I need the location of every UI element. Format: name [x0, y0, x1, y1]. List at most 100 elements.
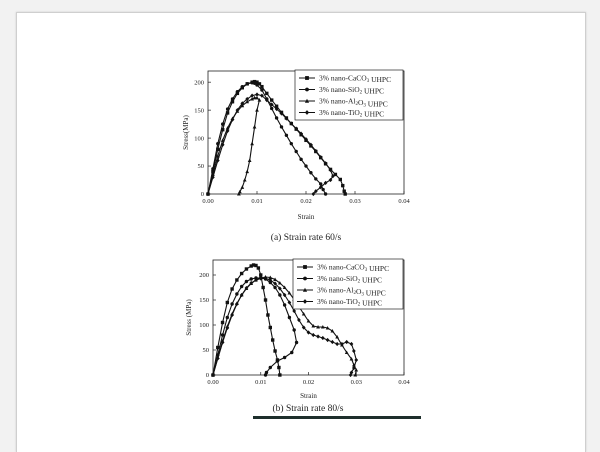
data-point: [206, 191, 210, 197]
data-point: [323, 161, 328, 166]
y-tick-label: 200: [194, 79, 204, 86]
data-point: [263, 298, 268, 302]
data-point: [277, 286, 282, 291]
data-point: [239, 292, 244, 298]
y-tick-label: 0: [201, 191, 204, 198]
x-tick-label: 0.00: [207, 379, 218, 386]
legend-marker: [303, 276, 307, 281]
data-point: [333, 172, 338, 177]
y-tick-label: 0: [206, 372, 209, 379]
data-point: [260, 88, 264, 92]
legend-label: 3% nano-CaCO3 UHPC: [319, 74, 391, 85]
data-point: [268, 275, 273, 280]
data-point: [306, 330, 311, 335]
data-point: [351, 365, 356, 371]
series-diamond: [211, 276, 359, 378]
data-point: [278, 373, 282, 377]
data-point: [242, 177, 247, 182]
data-point: [255, 80, 259, 84]
figure-caption: (b) Strain rate 80/s: [273, 403, 344, 414]
legend-label: 3% nano-TiO2 UHPC: [317, 297, 382, 308]
data-point: [274, 104, 279, 108]
data-point: [323, 192, 328, 196]
data-point: [325, 325, 330, 330]
y-axis-label: Stress (MPa): [185, 299, 193, 336]
data-point: [240, 101, 245, 106]
data-point: [252, 95, 257, 100]
series-diamond: [206, 92, 335, 197]
data-point: [258, 276, 263, 281]
data-point: [235, 292, 239, 296]
data-point: [268, 280, 272, 285]
data-point: [287, 315, 292, 320]
data-point: [270, 106, 274, 111]
data-point: [255, 83, 259, 87]
data-point: [287, 300, 292, 305]
data-point: [328, 177, 333, 183]
y-tick-label: 50: [203, 347, 210, 354]
data-point: [261, 285, 265, 290]
data-point: [301, 325, 306, 330]
data-point: [320, 335, 325, 341]
x-tick-label: 0.04: [398, 198, 410, 205]
data-point: [215, 356, 220, 361]
data-point: [342, 189, 346, 193]
data-point: [255, 108, 259, 112]
figure-canvas: 0.00 0.01 0.02 0.03 0.04 0 50 100 150 200 Strain St…: [182, 69, 421, 419]
data-point: [239, 271, 244, 276]
data-point: [318, 185, 323, 190]
data-point: [289, 121, 294, 126]
data-point: [244, 267, 249, 271]
y-tick-label: 50: [198, 163, 205, 170]
data-point: [314, 177, 318, 181]
chart-2: 0.00 0.01 0.02 0.03 0.04 0 50 100 150 200 Strain St…: [185, 258, 410, 414]
x-axis-label: Strain: [298, 213, 315, 221]
legend-marker: [302, 299, 308, 304]
data-point: [321, 187, 325, 192]
data-point: [344, 350, 349, 355]
x-tick-label: 0.02: [300, 198, 311, 205]
data-point: [348, 372, 353, 378]
data-point: [245, 99, 250, 104]
data-point: [256, 266, 261, 270]
x-axis-label: Strain: [300, 392, 317, 400]
data-point: [265, 91, 269, 96]
y-axis-label: Stress(MPa): [182, 115, 190, 150]
data-point: [266, 313, 270, 317]
data-point: [273, 349, 277, 353]
data-point: [316, 324, 320, 329]
data-point: [249, 264, 253, 268]
data-point: [330, 328, 335, 333]
data-point: [299, 131, 303, 136]
data-point: [270, 98, 274, 102]
data-point: [221, 122, 225, 126]
data-point: [344, 339, 349, 345]
data-point: [330, 339, 335, 345]
data-point: [343, 192, 347, 196]
data-point: [318, 154, 323, 160]
data-point: [273, 281, 277, 286]
data-point: [284, 116, 289, 121]
data-point: [225, 107, 230, 111]
x-tick-label: 0.02: [303, 379, 314, 386]
data-point: [221, 128, 225, 132]
legend-label: 3% nano-Al2O3 UHPC: [319, 97, 388, 109]
data-point: [245, 82, 249, 86]
data-point: [220, 340, 225, 345]
data-point: [268, 325, 272, 330]
data-point: [225, 325, 230, 331]
data-point: [287, 290, 292, 295]
legend-label: 3% nano-CaCO3 UHPC: [317, 263, 389, 274]
data-point: [354, 357, 359, 363]
x-tick-label: 0.01: [255, 379, 266, 386]
y-tick-label: 150: [199, 297, 209, 304]
data-point: [268, 365, 272, 370]
data-point: [340, 341, 344, 347]
legend-marker: [302, 287, 308, 292]
data-point: [264, 97, 269, 103]
x-tick-label: 0.04: [398, 379, 410, 386]
data-point: [216, 345, 220, 350]
data-point: [316, 334, 320, 339]
